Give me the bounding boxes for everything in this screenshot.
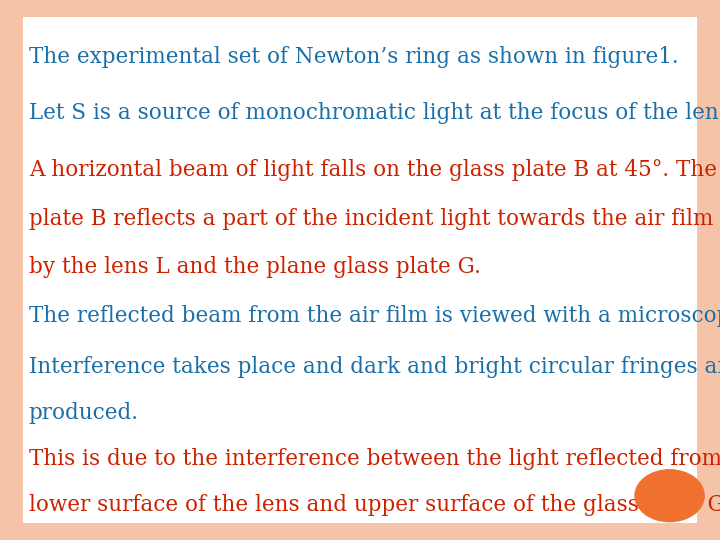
Text: plate B reflects a part of the incident light towards the air film enclosed: plate B reflects a part of the incident … [29,208,720,230]
Text: The reflected beam from the air film is viewed with a microscope.: The reflected beam from the air film is … [29,305,720,327]
Text: Interference takes place and dark and bright circular fringes are: Interference takes place and dark and br… [29,356,720,378]
Circle shape [635,470,704,522]
Text: The experimental set of Newton’s ring as shown in figure1.: The experimental set of Newton’s ring as… [29,46,678,68]
FancyBboxPatch shape [23,17,697,523]
Text: produced.: produced. [29,402,139,424]
Text: Let S is a source of monochromatic light at the focus of the lens L₁.: Let S is a source of monochromatic light… [29,103,720,124]
Text: This is due to the interference between the light reflected from the: This is due to the interference between … [29,448,720,470]
Text: by the lens L and the plane glass plate G.: by the lens L and the plane glass plate … [29,256,481,278]
Text: A horizontal beam of light falls on the glass plate B at 45°. The glass: A horizontal beam of light falls on the … [29,159,720,181]
Text: lower surface of the lens and upper surface of the glass plate G.: lower surface of the lens and upper surf… [29,494,720,516]
